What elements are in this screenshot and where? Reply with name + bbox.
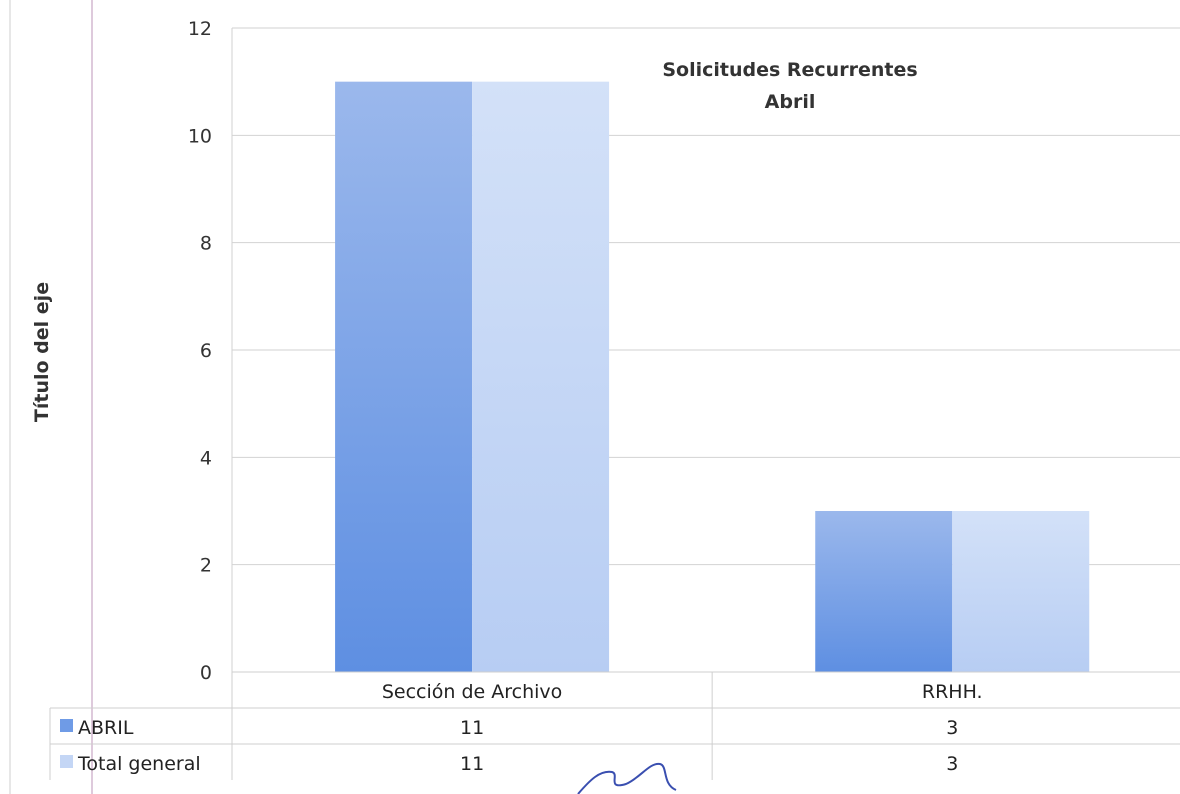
legend-label: Total general xyxy=(77,753,201,775)
bar-total-general-1 xyxy=(472,81,610,672)
bar-abril-2 xyxy=(815,511,953,672)
y-tick-label: 10 xyxy=(188,125,212,147)
data-table-value: 3 xyxy=(946,753,958,775)
y-axis-title: Título del eje xyxy=(31,282,53,422)
data-table-value: 11 xyxy=(460,753,484,775)
y-tick-label: 2 xyxy=(200,555,212,577)
x-category-label: Sección de Archivo xyxy=(382,681,562,703)
legend-label: ABRIL xyxy=(78,717,134,739)
data-table-value: 11 xyxy=(460,717,484,739)
bar-total-general-2 xyxy=(952,511,1090,672)
chart-title: Solicitudes Recurrentes xyxy=(662,59,917,81)
legend-swatch-1 xyxy=(60,719,73,732)
bars xyxy=(335,81,1090,672)
y-tick-label: 12 xyxy=(188,18,212,40)
x-category-label: RRHH. xyxy=(922,681,983,703)
bar-abril-1 xyxy=(335,81,473,672)
y-tick-label: 4 xyxy=(200,447,212,469)
chart-subtitle: Abril xyxy=(765,91,816,113)
y-tick-label: 8 xyxy=(200,233,212,255)
data-table-value: 3 xyxy=(946,717,958,739)
signature-mark xyxy=(577,762,677,794)
y-tick-label: 0 xyxy=(200,662,212,684)
y-axis-ticks: 0 2 4 6 8 10 12 xyxy=(188,18,212,684)
legend-swatch-2 xyxy=(60,755,73,768)
data-table: Sección de Archivo RRHH. ABRIL 11 3 Total gen… xyxy=(49,671,1180,780)
y-tick-label: 6 xyxy=(200,340,212,362)
